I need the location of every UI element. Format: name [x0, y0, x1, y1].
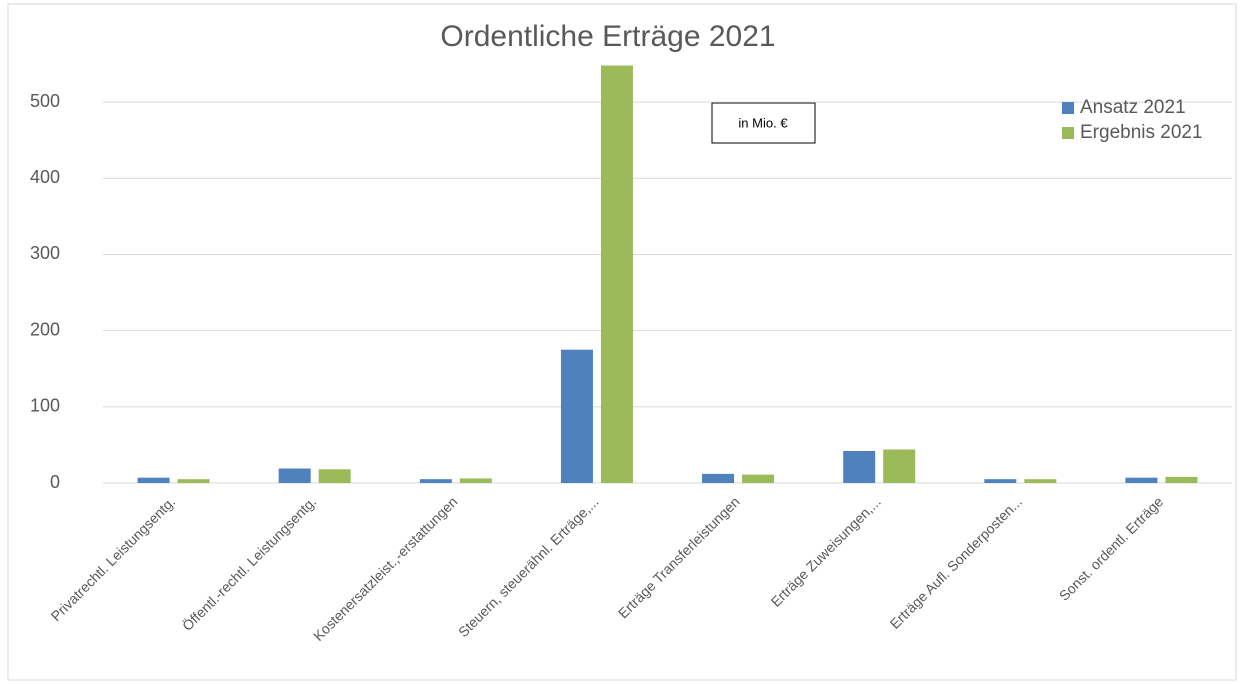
y-tick-label: 400: [30, 167, 60, 187]
bar: [1165, 476, 1198, 483]
y-tick-label: 0: [50, 472, 60, 492]
annotation: in Mio. €: [738, 115, 788, 130]
legend-swatch: [1062, 127, 1074, 139]
legend-label: Ergebnis 2021: [1080, 122, 1203, 143]
bar: [984, 479, 1017, 483]
bar: [177, 479, 210, 483]
bar: [1024, 479, 1057, 483]
bar: [742, 474, 775, 483]
bar: [883, 449, 916, 483]
legend-label: Ansatz 2021: [1080, 97, 1186, 118]
bar: [419, 479, 452, 483]
bar: [600, 65, 633, 484]
bar: [560, 349, 593, 483]
bar: [1125, 477, 1158, 483]
annotation-box: [711, 102, 816, 144]
bar: [702, 473, 735, 483]
bar: [278, 468, 311, 483]
legend-swatch: [1062, 102, 1074, 114]
y-tick-label: 300: [30, 243, 60, 263]
bar: [318, 469, 351, 483]
bar: [459, 478, 492, 483]
y-tick-label: 100: [30, 396, 60, 416]
y-tick-label: 500: [30, 91, 60, 111]
y-tick-label: 200: [30, 319, 60, 339]
bar: [843, 451, 876, 483]
chart-title: Ordentliche Erträge 2021: [440, 20, 775, 53]
bar: [137, 477, 170, 483]
